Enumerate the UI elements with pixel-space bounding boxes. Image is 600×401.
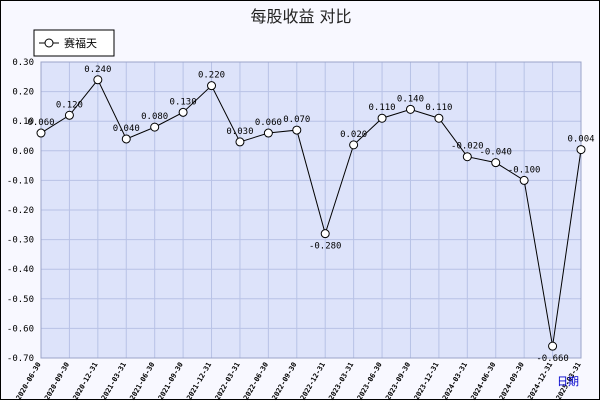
data-point bbox=[349, 140, 359, 150]
x-tick-label: 2023-12-31 bbox=[413, 361, 441, 401]
data-point bbox=[462, 152, 472, 162]
x-tick-label: 2024-09-30 bbox=[498, 361, 526, 401]
data-label: -0.660 bbox=[536, 354, 569, 364]
data-label: 0.060 bbox=[255, 118, 282, 128]
y-tick-label: -0.40 bbox=[7, 265, 34, 275]
x-tick-label: 2022-03-31 bbox=[214, 361, 242, 401]
data-label: 0.140 bbox=[397, 94, 424, 104]
data-label: 0.110 bbox=[369, 103, 396, 113]
data-point bbox=[121, 134, 131, 144]
x-tick-label: 2024-12-31 bbox=[526, 361, 554, 401]
x-tick-label: 2021-06-30 bbox=[128, 361, 156, 401]
data-label: -0.280 bbox=[309, 242, 342, 252]
data-point bbox=[207, 81, 217, 91]
data-point bbox=[64, 110, 74, 120]
data-label: 0.060 bbox=[27, 118, 54, 128]
chart-title: 每股收益 对比 bbox=[250, 7, 351, 26]
y-tick-label: -0.60 bbox=[7, 324, 34, 334]
data-label: 0.004 bbox=[567, 135, 594, 145]
data-point bbox=[405, 104, 415, 114]
data-point bbox=[36, 128, 46, 138]
series-line bbox=[40, 78, 582, 347]
data-point bbox=[320, 229, 330, 239]
x-tick-label: 2022-06-30 bbox=[242, 361, 270, 401]
y-tick-label: -0.10 bbox=[7, 176, 34, 186]
x-tick-label: 2021-12-31 bbox=[185, 361, 213, 401]
data-label: 0.220 bbox=[198, 71, 225, 81]
data-label: -0.040 bbox=[479, 148, 512, 158]
data-label: -0.020 bbox=[451, 142, 484, 152]
y-tick-label: 0.20 bbox=[12, 88, 34, 98]
data-point bbox=[519, 175, 529, 185]
data-label: 0.120 bbox=[56, 100, 83, 110]
data-point bbox=[263, 128, 273, 138]
legend-entry-label: 赛福天 bbox=[64, 36, 97, 50]
data-label: 0.070 bbox=[283, 115, 310, 125]
legend-marker-swatch bbox=[44, 38, 54, 48]
data-point bbox=[548, 341, 558, 351]
data-point bbox=[576, 145, 586, 155]
data-label: 0.030 bbox=[226, 127, 253, 137]
plot-border bbox=[40, 61, 582, 359]
x-tick-label: 2023-09-30 bbox=[384, 361, 412, 401]
x-tick-label: 2022-09-30 bbox=[271, 361, 299, 401]
x-tick-label: 2023-06-30 bbox=[356, 361, 384, 401]
y-tick-label: -0.50 bbox=[7, 295, 34, 305]
data-label: 0.110 bbox=[425, 103, 452, 113]
data-label: 0.130 bbox=[170, 97, 197, 107]
data-label: 0.040 bbox=[113, 124, 140, 134]
data-point bbox=[491, 158, 501, 168]
x-axis-unit-label: 日期 bbox=[557, 375, 579, 388]
x-tick-label: 2021-03-31 bbox=[100, 361, 128, 401]
data-point bbox=[377, 113, 387, 123]
x-tick-label: 2023-03-31 bbox=[327, 361, 355, 401]
x-tick-label: 2021-09-30 bbox=[157, 361, 185, 401]
y-tick-label: 0.30 bbox=[12, 58, 34, 68]
data-point bbox=[150, 122, 160, 132]
y-tick-label: 0.00 bbox=[12, 147, 34, 157]
data-point bbox=[235, 137, 245, 147]
y-tick-label: -0.20 bbox=[7, 206, 34, 216]
data-point bbox=[292, 125, 302, 135]
x-tick-label: 2024-06-30 bbox=[469, 361, 497, 401]
x-tick-label: 2020-06-30 bbox=[15, 361, 43, 401]
y-tick-label: 0.10 bbox=[12, 117, 34, 127]
x-tick-label: 2024-03-31 bbox=[441, 361, 469, 401]
data-point bbox=[93, 75, 103, 85]
x-tick-label: 2020-09-30 bbox=[43, 361, 71, 401]
x-tick-label: 2020-12-31 bbox=[72, 361, 100, 401]
data-label: 0.080 bbox=[141, 112, 168, 122]
y-tick-label: -0.30 bbox=[7, 236, 34, 246]
data-label: 0.020 bbox=[340, 130, 367, 140]
data-label: -0.100 bbox=[508, 165, 541, 175]
y-tick-label: -0.70 bbox=[7, 354, 34, 364]
data-point bbox=[434, 113, 444, 123]
x-tick-label: 2022-12-31 bbox=[299, 361, 327, 401]
data-label: 0.240 bbox=[84, 65, 111, 75]
data-point bbox=[178, 107, 188, 117]
